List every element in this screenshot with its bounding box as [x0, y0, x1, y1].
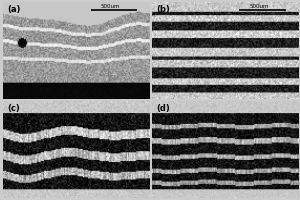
Text: (b): (b): [156, 5, 169, 14]
Text: (a): (a): [8, 5, 21, 14]
Text: (d): (d): [156, 104, 169, 113]
Text: 500um: 500um: [249, 4, 269, 9]
Text: (c): (c): [8, 104, 20, 113]
Text: 500um: 500um: [101, 4, 120, 9]
